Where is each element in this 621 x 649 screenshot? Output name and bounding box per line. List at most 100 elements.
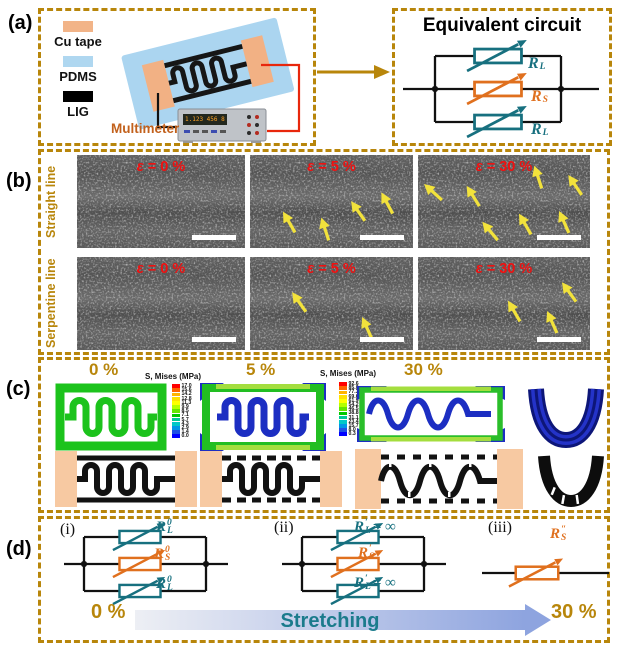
cu-pad-left [141, 59, 175, 112]
colorbar-tick: 54.2 [348, 402, 359, 409]
colorbar-row: 61.9 [339, 397, 359, 404]
crack-arrow-icon [456, 179, 490, 214]
legend-item: Cu tape [49, 21, 107, 49]
scale-bar [537, 235, 581, 240]
colorbar-row: 12.8 [172, 395, 192, 402]
legend-item: PDMS [49, 56, 107, 84]
sem-row-label: Straight line [44, 165, 58, 238]
equivalent-circuit-diagram [403, 38, 599, 142]
strain-col-label: 30 % [404, 360, 443, 379]
colorbar-row: 0.3 [339, 431, 359, 438]
panel-c-box: 0 % 5 % 30 % S, Mises (MPa) 17.0 15.6 14.2… [38, 357, 610, 513]
colorbar-swatch [339, 432, 347, 437]
colorbar: 92.6 85.0 77.3 69.6 61.9 54.2 46.5 38.8 31.1 23.4… [339, 381, 359, 438]
colorbar-tick: 14.2 [181, 391, 192, 398]
colorbar-swatch [172, 396, 180, 401]
colorbar-row: 5.7 [172, 417, 192, 422]
strain-label: ε = 5 % [307, 261, 356, 277]
strain-label: ε = 30 % [475, 159, 533, 175]
sem-image: ε = 5 % [250, 155, 413, 248]
colorbar-tick: 11.3 [181, 399, 192, 406]
colorbar-swatch [172, 434, 180, 439]
colorbar-row: 1.4 [172, 429, 192, 436]
circuit-state-ii [282, 521, 446, 606]
colorbar-tick: 15.7 [348, 422, 359, 429]
fea-30pct [357, 386, 505, 442]
colorbar: 17.0 15.6 14.2 12.8 11.3 9.9 8.5 7.1 5.7 4.3 2.9 1.… [172, 383, 192, 440]
panel-c-label: (c) [6, 378, 31, 400]
crack-arrow-icon [310, 213, 341, 245]
scale-bar [360, 235, 404, 240]
sem-row-label: Serpentine line [44, 258, 58, 349]
panel-b-label: (b) [6, 170, 32, 192]
sem-texture [77, 257, 245, 350]
colorbar-row: 54.2 [339, 402, 359, 409]
stretch-end-label: 30 % [551, 601, 597, 623]
colorbar-row: 77.3 [339, 390, 359, 395]
colorbar-swatch [172, 409, 180, 414]
equivalent-circuit-title: Equivalent circuit [422, 15, 582, 36]
crack-arrow-icon [473, 214, 508, 248]
colorbar-tick: 92.6 [348, 381, 359, 388]
colorbar-tick: 0.0 [181, 433, 189, 440]
legend-swatch [63, 91, 93, 102]
colorbar-tick: 61.9 [348, 397, 359, 404]
crack-arrow-icon [523, 161, 554, 193]
legend: Cu tape PDMS LIG [49, 21, 107, 119]
colorbar-tick: 46.5 [348, 406, 359, 413]
panel-a-label: (a) [8, 12, 33, 34]
crack-arrow-icon [552, 275, 587, 310]
colorbar-row: 38.8 [339, 411, 359, 416]
colorbar-row: 11.3 [172, 399, 192, 406]
resistor-label: R ″ S [550, 525, 567, 543]
resistor-label: R ′ S [358, 544, 375, 562]
legend-swatch [63, 21, 93, 32]
colorbar-swatch [339, 382, 347, 386]
colorbar-swatch [172, 388, 180, 393]
lig-serpentine [168, 55, 248, 94]
crack-arrow-icon [351, 311, 384, 345]
sem-texture [250, 257, 413, 350]
colorbar-swatch [172, 400, 180, 405]
colorbar-swatch [172, 426, 180, 430]
colorbar-row: 31.1 [339, 415, 359, 420]
sem-image: ε = 30 % [418, 155, 590, 248]
colorbar-tick: 23.4 [348, 418, 359, 425]
crack-arrow-icon [557, 167, 590, 202]
colorbar-tick: 0.3 [348, 431, 356, 438]
colorbar-row: 2.9 [172, 425, 192, 431]
colorbar-tick: 12.8 [181, 395, 192, 402]
colorbar-row: 46.5 [339, 406, 359, 413]
stretch-start-label: 0 % [91, 601, 126, 623]
colorbar-row: 85.0 [339, 386, 359, 391]
crack-arrow-icon [497, 294, 531, 329]
stretching-arrow [135, 610, 525, 630]
stretching-arrow-head [525, 604, 551, 636]
strain-label: ε = 5 % [307, 159, 356, 175]
multimeter-display: 1.123 456 8 [185, 116, 225, 123]
fea-0pct [55, 383, 167, 451]
colorbar-row: 0.0 [172, 433, 192, 440]
colorbar-row: 8.0 [339, 428, 359, 433]
colorbar-row: 92.6 [339, 381, 359, 388]
sem-image: ε = 0 % [77, 257, 245, 350]
colorbar-swatch [172, 430, 180, 435]
panel-d-label: (d) [6, 538, 32, 560]
colorbar-row: 17.0 [172, 383, 192, 389]
colorbar-swatch [339, 398, 347, 403]
red-wire [261, 63, 301, 133]
colorbar-swatch [339, 411, 347, 416]
colorbar-swatch [172, 417, 180, 422]
colorbar-tick: 9.9 [181, 404, 189, 411]
colorbar-tick: 7.1 [181, 412, 189, 419]
colorbar-title: S, Mises (MPa) [145, 372, 202, 381]
legend-label: LIG [67, 104, 89, 119]
crack-arrow-icon [370, 186, 403, 220]
colorbar-row: 23.4 [339, 418, 359, 425]
colorbar-tick: 1.4 [181, 429, 189, 436]
colorbar-swatch [339, 428, 347, 433]
